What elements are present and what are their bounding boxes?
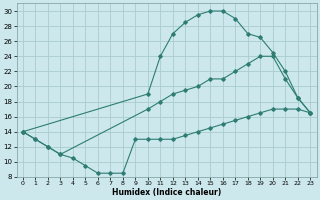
X-axis label: Humidex (Indice chaleur): Humidex (Indice chaleur) [112,188,221,197]
